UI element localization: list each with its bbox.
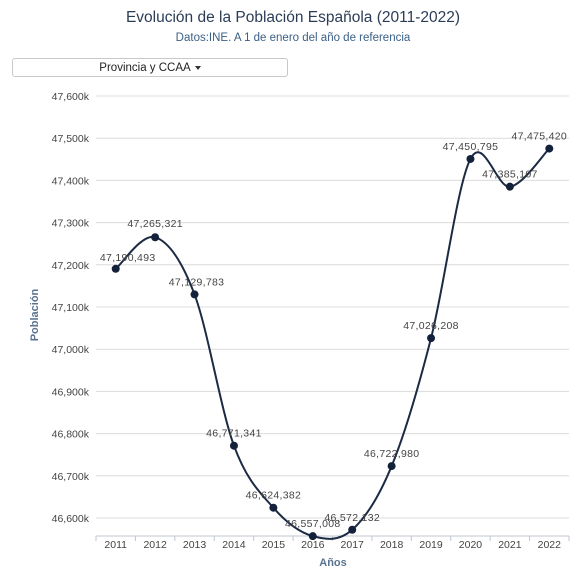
y-tick-label: 46,600k: [52, 513, 90, 525]
series-population: [115, 147, 551, 540]
y-tick-label: 47,200k: [52, 260, 90, 272]
data-label: 47,475,420: [512, 131, 568, 143]
data-label: 47,190,493: [100, 252, 156, 264]
data-label: 47,450,795: [443, 141, 499, 153]
y-tick-label: 47,500k: [52, 133, 90, 145]
data-label: 46,572,132: [324, 512, 380, 524]
x-tick-label: 2012: [143, 539, 167, 551]
x-tick-label: 2018: [380, 539, 404, 551]
y-tick-label: 46,900k: [52, 386, 90, 398]
x-tick-label: 2021: [498, 539, 522, 551]
data-label: 47,129,783: [169, 276, 225, 288]
chart-subtitle: Datos:INE. A 1 de enero del año de refer…: [175, 32, 411, 44]
region-filter-dropdown[interactable]: Provincia y CCAA: [12, 58, 288, 77]
y-tick-label: 47,400k: [52, 175, 90, 187]
data-point[interactable]: [545, 144, 554, 153]
y-axis-title: Población: [29, 288, 41, 341]
data-point[interactable]: [229, 441, 238, 450]
y-tick-label: 47,000k: [52, 344, 90, 356]
data-label: 46,722,980: [364, 448, 420, 460]
data-points: [111, 144, 554, 541]
x-tick-label: 2019: [419, 539, 443, 551]
data-point[interactable]: [427, 334, 436, 343]
data-point[interactable]: [308, 532, 317, 541]
chart-title: Evolución de la Población Española (2011…: [125, 9, 461, 26]
y-tick-label: 47,300k: [52, 218, 90, 230]
data-point[interactable]: [348, 525, 357, 534]
data-point[interactable]: [505, 182, 514, 191]
x-tick-label: 2016: [301, 539, 325, 551]
data-label: 47,385,107: [482, 169, 538, 181]
data-label: 47,265,321: [127, 218, 183, 230]
data-point[interactable]: [111, 264, 120, 273]
x-tick-label: 2022: [538, 539, 562, 551]
data-point[interactable]: [387, 462, 396, 471]
x-tick-label: 2014: [222, 539, 246, 551]
x-tick-label: 2015: [262, 539, 286, 551]
y-tick-label: 46,800k: [52, 429, 90, 441]
data-label: 47,026,208: [403, 320, 459, 332]
x-tick-label: 2017: [341, 539, 365, 551]
data-point[interactable]: [269, 503, 278, 512]
data-point[interactable]: [466, 154, 475, 163]
data-labels: 47,190,493 47,265,321 47,129,783 46,771,341…: [100, 131, 567, 531]
data-point[interactable]: [151, 233, 160, 242]
x-tick-label: 2020: [459, 539, 483, 551]
x-axis-title: Años: [319, 557, 347, 569]
x-tick-label: 2011: [104, 539, 127, 551]
y-tick-label: 47,100k: [52, 302, 90, 314]
y-tick-label: 46,700k: [52, 471, 90, 483]
data-label: 46,771,341: [206, 428, 262, 440]
data-point[interactable]: [190, 290, 199, 299]
series-line: [115, 147, 551, 540]
data-label: 46,557,008: [285, 518, 341, 530]
y-axis: 46,600k 46,700k 46,800k 46,900k 47,000k 47,10…: [52, 91, 90, 525]
x-tick-label: 2013: [183, 539, 207, 551]
region-filter-label: Provincia y CCAA: [99, 61, 191, 74]
x-axis: 2011 2012 2013 2014 2015 2016 2017 2018 2019 2020…: [95, 535, 570, 551]
y-tick-label: 47,600k: [52, 91, 90, 103]
data-label: 46,624,382: [246, 490, 302, 502]
caret-down-icon: [194, 65, 201, 70]
gridlines: [96, 95, 569, 519]
